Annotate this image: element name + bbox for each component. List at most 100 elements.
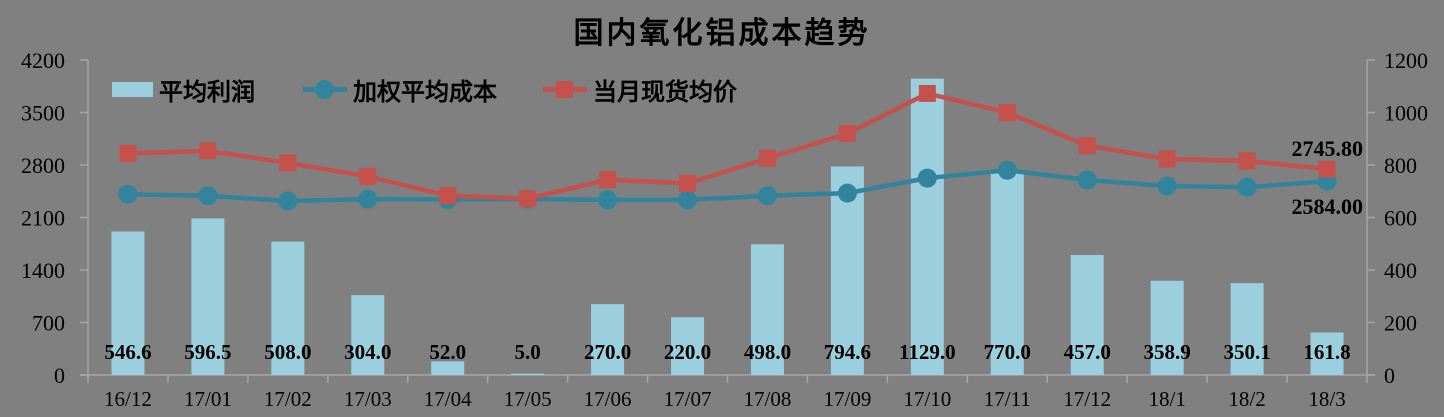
right-tick-label: 800 — [1384, 153, 1417, 178]
price-line — [127, 91, 1328, 202]
bar-value-label: 457.0 — [1064, 340, 1111, 364]
cost-point-marker — [917, 168, 937, 188]
price-point-marker — [758, 149, 776, 167]
left-tick-label: 3500 — [21, 101, 65, 126]
left-tick-label: 4200 — [21, 48, 65, 73]
price-point-marker — [998, 104, 1016, 121]
bar-value-label: 350.1 — [1223, 340, 1270, 364]
profit-bar — [990, 172, 1024, 375]
profit-bar — [271, 241, 305, 375]
profit-bar — [511, 373, 545, 375]
price-point-marker — [1238, 152, 1256, 170]
price-point-marker — [119, 144, 137, 162]
legend: 平均利润 加权平均成本 当月现货均价 — [112, 72, 737, 107]
x-tick-label: 17/10 — [903, 387, 951, 411]
cost-point-marker — [198, 186, 218, 206]
price-point-marker — [1078, 137, 1096, 155]
profit-bar — [1230, 283, 1264, 375]
profit-bar — [750, 244, 784, 375]
price-point-marker — [359, 167, 377, 185]
x-tick-label: 17/01 — [184, 387, 232, 411]
x-tick-label: 17/06 — [584, 387, 632, 411]
cost-point-marker — [757, 186, 777, 206]
profit-bar — [910, 78, 944, 375]
x-tick-label: 18/1 — [1148, 387, 1185, 411]
left-tick-label: 2100 — [21, 206, 65, 231]
price-end-label: 2745.80 — [1292, 136, 1364, 161]
price-point-marker — [679, 174, 697, 192]
left-tick-label: 0 — [54, 363, 65, 388]
bar-value-label: 546.6 — [104, 340, 151, 364]
right-tick-label: 200 — [1384, 311, 1417, 336]
price-point-marker — [838, 125, 856, 143]
profit-bar — [1310, 332, 1344, 375]
x-tick-label: 17/04 — [424, 387, 472, 411]
legend-label-avg-profit: 平均利润 — [159, 79, 255, 106]
x-tick-label: 17/11 — [984, 387, 1031, 411]
cost-point-marker — [997, 160, 1017, 180]
bar-swatch-icon — [112, 81, 153, 97]
bar-value-label: 498.0 — [744, 340, 791, 364]
price-point-marker — [1158, 150, 1176, 168]
bar-value-label: 270.0 — [584, 340, 631, 364]
cost-line — [127, 167, 1328, 204]
right-tick-label: 1000 — [1384, 101, 1428, 126]
legend-item-spot-price: 当月现货均价 — [543, 72, 737, 107]
right-tick-label: 600 — [1384, 206, 1417, 231]
cost-point-marker — [278, 191, 298, 211]
left-tick-label: 700 — [32, 311, 65, 336]
profit-bar — [1070, 255, 1104, 375]
legend-item-avg-profit: 平均利润 — [112, 72, 255, 107]
cost-point-marker — [118, 184, 138, 204]
profit-bar — [591, 304, 625, 375]
legend-item-weighted-avg-cost: 加权平均成本 — [303, 72, 497, 107]
price-point-marker — [519, 190, 537, 208]
x-tick-label: 18/3 — [1308, 387, 1345, 411]
cost-point-marker — [1157, 176, 1177, 196]
x-tick-label: 18/2 — [1228, 387, 1265, 411]
x-tick-label: 17/08 — [744, 387, 792, 411]
x-tick-label: 17/09 — [823, 387, 871, 411]
chart-title: 国内氧化铝成本趋势 — [573, 17, 871, 50]
right-tick-label: 0 — [1384, 363, 1395, 388]
cost-point-marker — [598, 190, 618, 210]
cost-point-marker — [358, 189, 378, 209]
x-tick-label: 17/07 — [664, 387, 712, 411]
bar-value-label: 770.0 — [984, 340, 1031, 364]
profit-bar — [431, 361, 465, 375]
bar-value-label: 1129.0 — [899, 340, 956, 364]
x-tick-label: 17/02 — [264, 387, 312, 411]
cost-point-marker — [1077, 170, 1097, 190]
x-tick-label: 17/05 — [504, 387, 552, 411]
square-marker-icon — [543, 79, 587, 99]
bar-value-label: 304.0 — [344, 340, 391, 364]
cost-point-marker — [1237, 177, 1257, 197]
bar-value-label: 794.6 — [824, 340, 871, 364]
profit-bar — [191, 218, 225, 375]
bar-value-label: 5.0 — [515, 340, 541, 364]
cost-point-marker — [678, 190, 698, 210]
profit-bar — [351, 295, 385, 375]
price-point-marker — [279, 154, 297, 172]
bar-value-label: 596.5 — [184, 340, 231, 364]
x-tick-label: 16/12 — [104, 387, 152, 411]
price-point-marker — [439, 187, 457, 205]
right-tick-label: 1200 — [1384, 48, 1428, 73]
price-point-marker — [199, 142, 217, 160]
x-tick-label: 17/12 — [1063, 387, 1111, 411]
left-tick-label: 2800 — [21, 153, 65, 178]
price-point-marker — [1318, 160, 1336, 178]
left-tick-label: 1400 — [21, 258, 65, 283]
profit-bar — [1150, 280, 1184, 375]
right-tick-label: 400 — [1384, 258, 1417, 283]
bar-value-label: 52.0 — [429, 340, 466, 364]
profit-bar — [111, 231, 145, 375]
x-tick-label: 17/03 — [344, 387, 392, 411]
bar-value-label: 358.9 — [1144, 340, 1191, 364]
cost-point-marker — [837, 183, 857, 203]
bar-value-label: 508.0 — [264, 340, 311, 364]
legend-label-spot-price: 当月现货均价 — [593, 79, 737, 106]
bar-value-label: 220.0 — [664, 340, 711, 364]
